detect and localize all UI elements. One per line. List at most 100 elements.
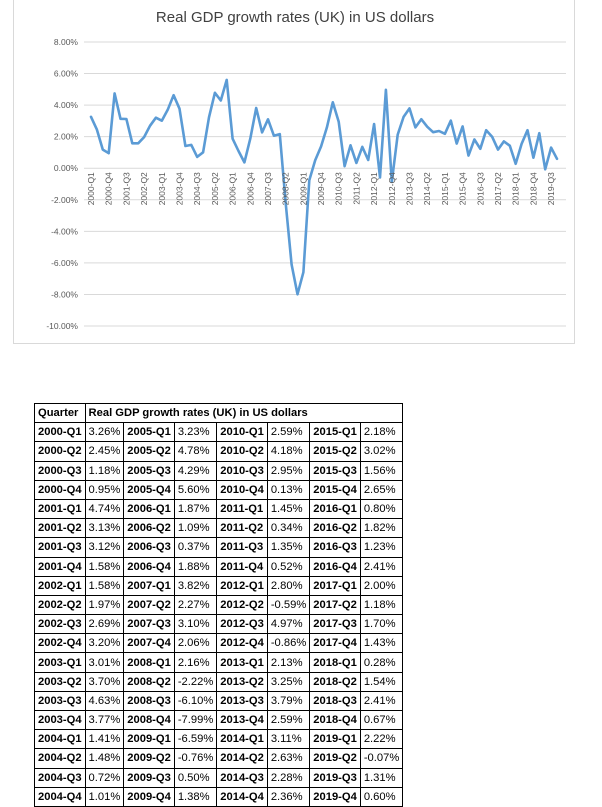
growth-rate-cell: 2.27% (174, 595, 216, 614)
x-tick-label: 2011-Q2 (351, 172, 361, 205)
quarter-cell: 2005-Q3 (124, 461, 175, 480)
x-tick-label: 2014-Q2 (422, 172, 432, 205)
quarter-cell: 2012-Q1 (217, 576, 268, 595)
growth-rate-cell: 0.72% (85, 768, 124, 787)
growth-rate-cell: 2.45% (85, 442, 124, 461)
y-tick-label: 2.00% (54, 132, 79, 142)
growth-rate-cell: 2.16% (174, 653, 216, 672)
growth-rate-cell: 3.20% (85, 634, 124, 653)
x-tick-label: 2006-Q4 (245, 172, 255, 205)
growth-rate-cell: 1.01% (85, 787, 124, 806)
quarter-cell: 2002-Q3 (35, 615, 86, 634)
growth-rate-cell: 1.35% (267, 538, 309, 557)
y-tick-label: -8.00% (51, 289, 78, 299)
quarter-cell: 2016-Q3 (310, 538, 361, 557)
quarter-cell: 2016-Q4 (310, 557, 361, 576)
growth-rate-cell: 0.13% (267, 480, 309, 499)
quarter-cell: 2002-Q4 (35, 634, 86, 653)
growth-rate-cell: 3.82% (174, 576, 216, 595)
growth-rate-cell: 3.70% (85, 672, 124, 691)
growth-rate-cell: 3.02% (360, 442, 402, 461)
growth-rate-cell: 0.34% (267, 519, 309, 538)
growth-rate-cell: 0.95% (85, 480, 124, 499)
quarter-cell: 2000-Q2 (35, 442, 86, 461)
growth-rate-cell: 3.13% (85, 519, 124, 538)
growth-rate-cell: 1.58% (85, 557, 124, 576)
growth-rate-cell: 0.80% (360, 499, 402, 518)
x-tick-label: 2000-Q1 (86, 172, 96, 205)
quarter-cell: 2017-Q1 (310, 576, 361, 595)
quarter-cell: 2007-Q2 (124, 595, 175, 614)
growth-rate-cell: 3.11% (267, 730, 309, 749)
quarter-cell: 2016-Q1 (310, 499, 361, 518)
growth-rate-cell: 2.28% (267, 768, 309, 787)
quarter-header: Quarter (35, 404, 86, 423)
quarter-cell: 2015-Q4 (310, 480, 361, 499)
growth-rate-cell: -6.10% (174, 691, 216, 710)
x-tick-label: 2009-Q4 (316, 172, 326, 205)
quarter-cell: 2006-Q2 (124, 519, 175, 538)
quarter-cell: 2002-Q2 (35, 595, 86, 614)
table-header-row: Quarter Real GDP growth rates (UK) in US… (35, 404, 403, 423)
quarter-cell: 2000-Q1 (35, 423, 86, 442)
y-tick-label: -6.00% (51, 258, 78, 268)
quarter-cell: 2013-Q2 (217, 672, 268, 691)
quarter-cell: 2006-Q1 (124, 499, 175, 518)
quarter-cell: 2010-Q2 (217, 442, 268, 461)
quarter-cell: 2005-Q1 (124, 423, 175, 442)
growth-rate-cell: 2.59% (267, 711, 309, 730)
quarter-cell: 2011-Q3 (217, 538, 268, 557)
growth-rate-cell: 2.18% (360, 423, 402, 442)
x-tick-label: 2000-Q4 (104, 172, 114, 205)
growth-rate-cell: 2.80% (267, 576, 309, 595)
growth-rate-cell: 2.69% (85, 615, 124, 634)
quarter-cell: 2006-Q3 (124, 538, 175, 557)
growth-rate-cell: 2.36% (267, 787, 309, 806)
growth-rate-cell: 1.18% (85, 461, 124, 480)
quarter-cell: 2014-Q2 (217, 749, 268, 768)
quarter-cell: 2009-Q2 (124, 749, 175, 768)
x-tick-label: 2001-Q3 (121, 172, 131, 205)
quarter-cell: 2013-Q1 (217, 653, 268, 672)
x-tick-label: 2003-Q1 (157, 172, 167, 205)
quarter-cell: 2012-Q2 (217, 595, 268, 614)
gdp-data-table: Quarter Real GDP growth rates (UK) in US… (34, 403, 403, 807)
quarter-cell: 2003-Q4 (35, 711, 86, 730)
quarter-cell: 2011-Q2 (217, 519, 268, 538)
growth-rate-cell: 3.23% (174, 423, 216, 442)
table-title-header: Real GDP growth rates (UK) in US dollars (85, 404, 403, 423)
quarter-cell: 2017-Q2 (310, 595, 361, 614)
x-tick-label: 2018-Q4 (528, 172, 538, 205)
quarter-cell: 2007-Q1 (124, 576, 175, 595)
quarter-cell: 2019-Q3 (310, 768, 361, 787)
x-tick-label: 2013-Q3 (405, 172, 415, 205)
quarter-cell: 2015-Q1 (310, 423, 361, 442)
quarter-cell: 2016-Q2 (310, 519, 361, 538)
quarter-cell: 2008-Q4 (124, 711, 175, 730)
growth-rate-cell: 4.29% (174, 461, 216, 480)
growth-rate-cell: 4.74% (85, 499, 124, 518)
quarter-cell: 2004-Q3 (35, 768, 86, 787)
growth-rate-cell: 1.43% (360, 634, 402, 653)
growth-rate-cell: 3.10% (174, 615, 216, 634)
growth-rate-cell: 2.63% (267, 749, 309, 768)
growth-rate-cell: -0.86% (267, 634, 309, 653)
growth-rate-cell: 1.56% (360, 461, 402, 480)
growth-rate-cell: 0.67% (360, 711, 402, 730)
growth-rate-cell: 3.77% (85, 711, 124, 730)
growth-rate-cell: 1.45% (267, 499, 309, 518)
y-tick-label: -2.00% (51, 195, 78, 205)
quarter-cell: 2003-Q3 (35, 691, 86, 710)
